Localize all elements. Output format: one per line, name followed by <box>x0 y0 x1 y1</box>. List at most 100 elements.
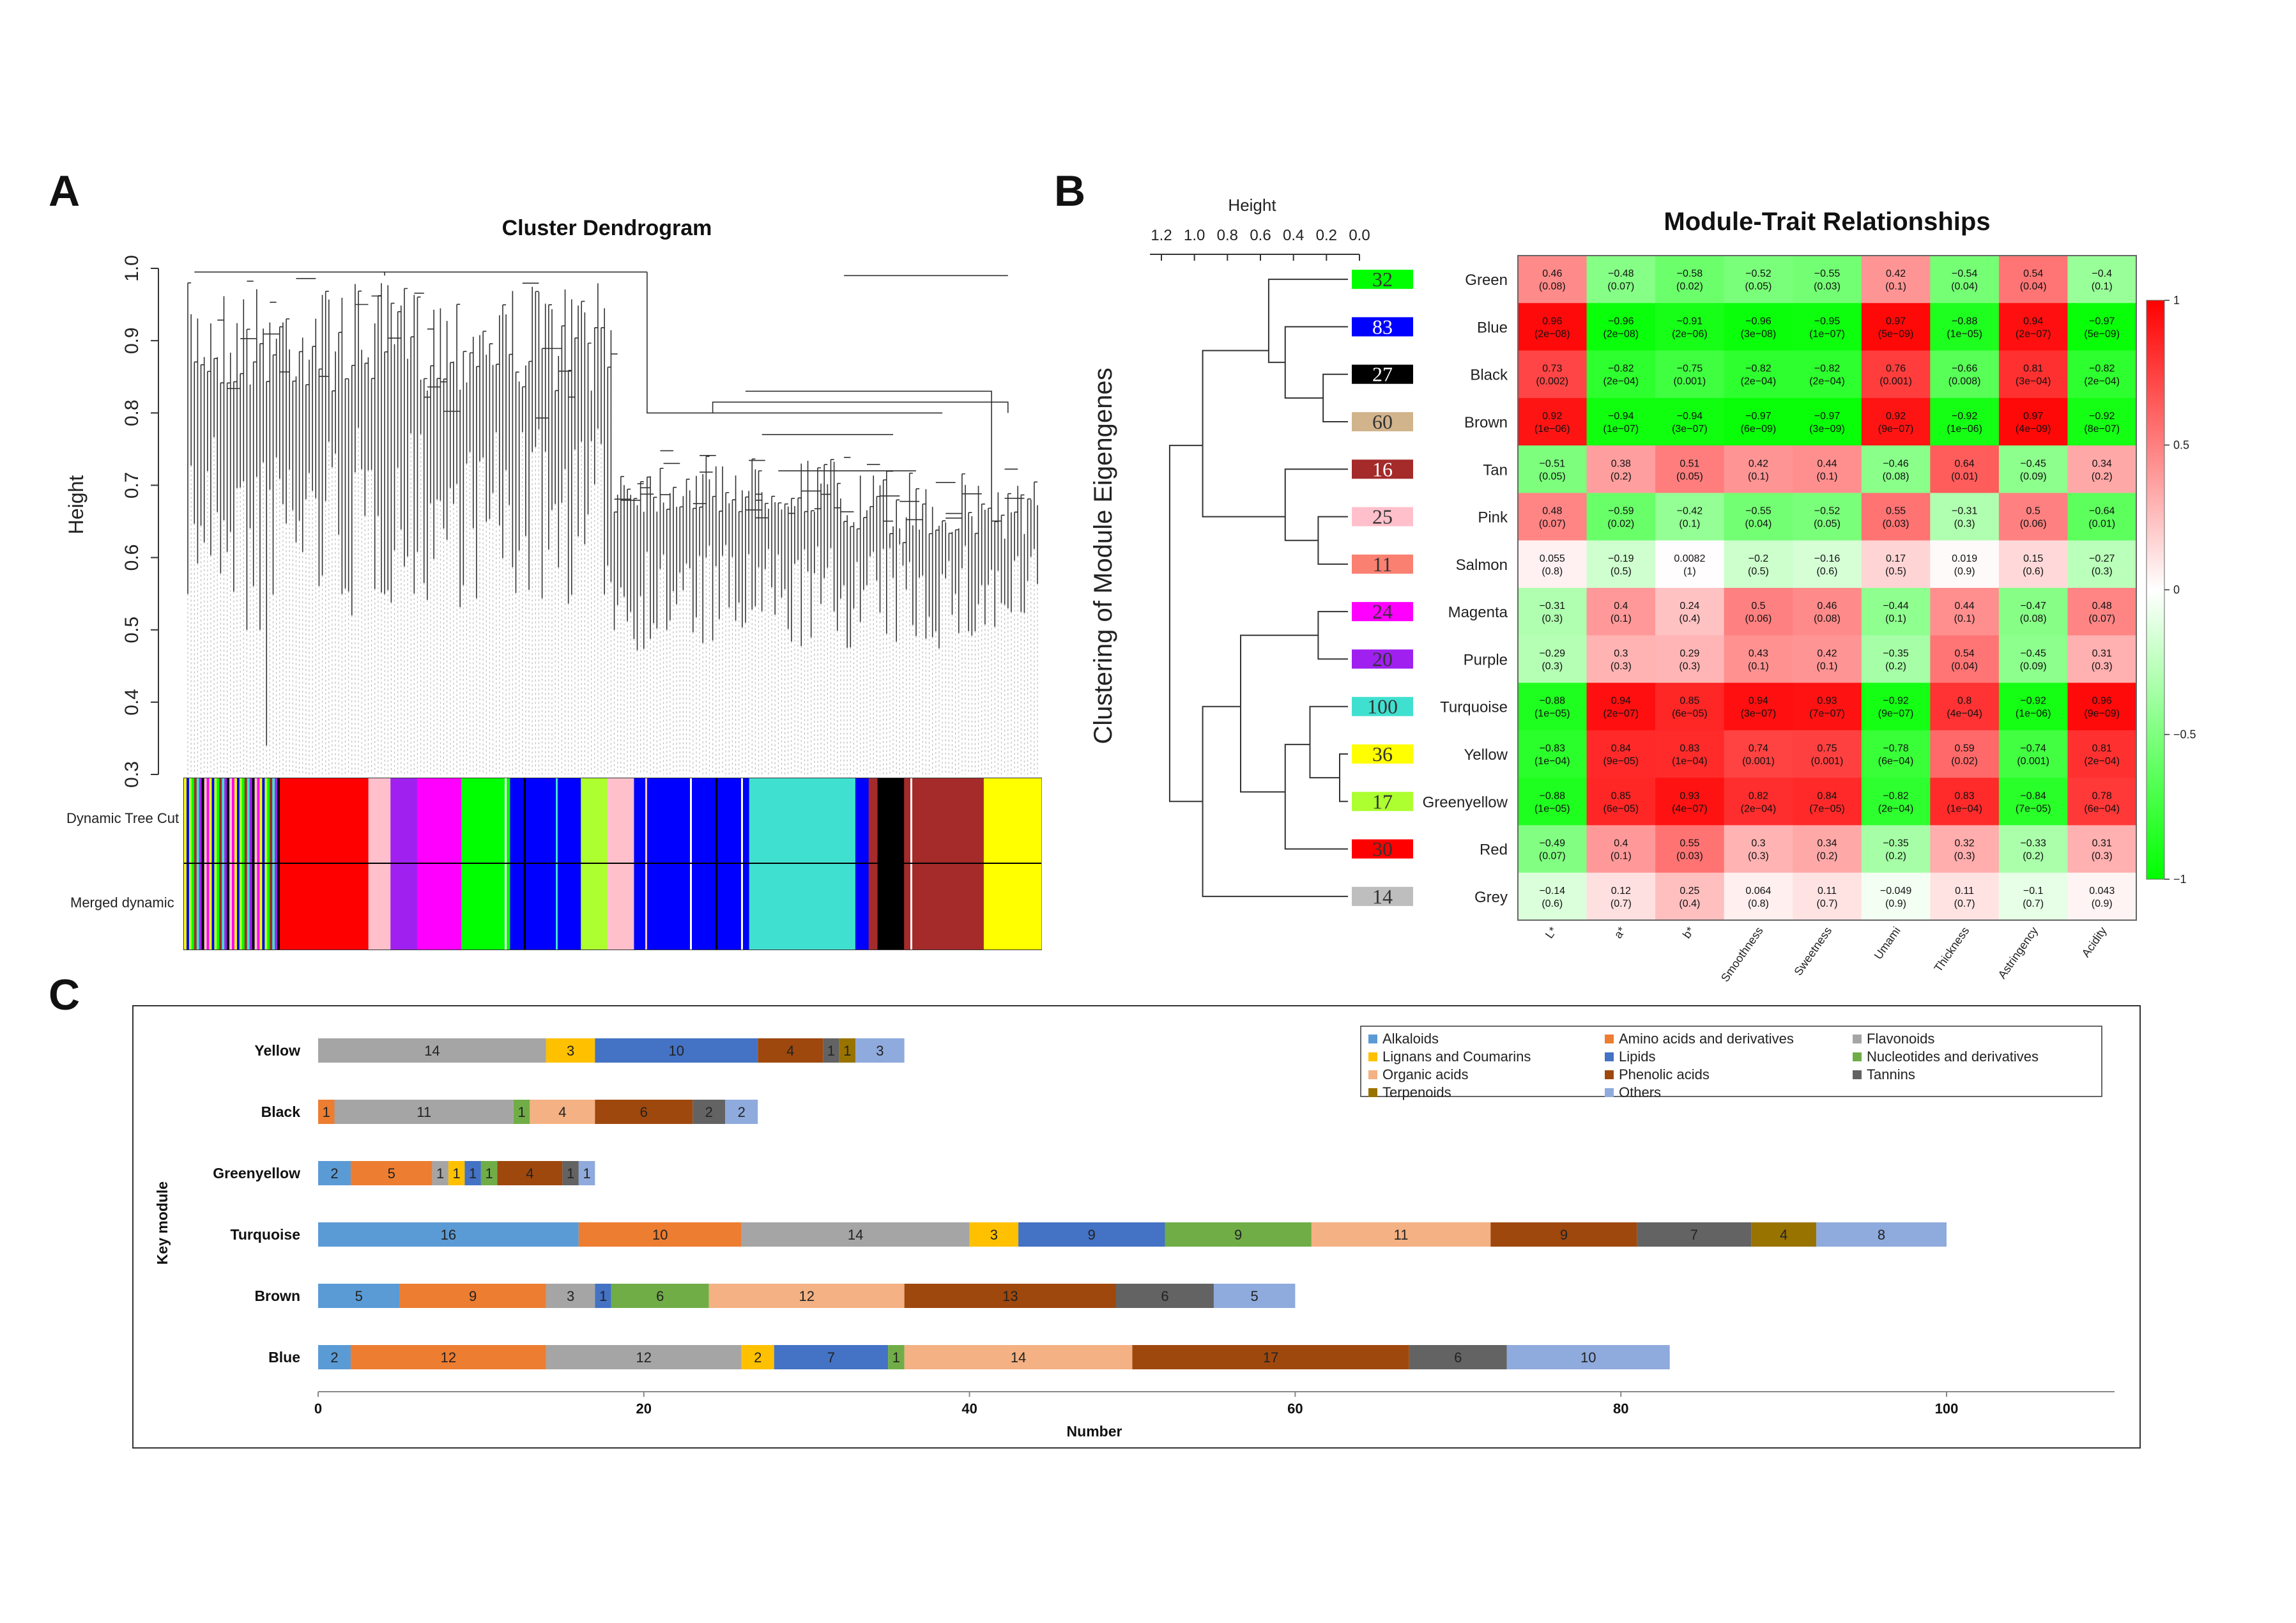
heatmap-cell <box>1655 778 1725 826</box>
heatmap-cell-p: (0.1) <box>1954 613 1975 624</box>
heatmap-cell-r: −0.91 <box>1677 316 1703 327</box>
heatmap-cell-r: −0.14 <box>1540 886 1566 896</box>
bar-segment <box>595 1100 693 1124</box>
legend-label: Terpenoids <box>1382 1084 1451 1100</box>
heatmap-cell <box>1930 635 2000 684</box>
bar-segment-label: 1 <box>583 1165 590 1181</box>
heatmap-cell <box>1930 682 2000 731</box>
heatmap-cell-r: 0.11 <box>1955 886 1974 896</box>
heatmap-cell-r: 0.043 <box>2089 886 2115 896</box>
heatmap-cell-p: (2e−04) <box>1741 803 1777 814</box>
bar-segment <box>497 1161 563 1185</box>
heatmap-cell-r: 0.59 <box>1955 743 1975 754</box>
module-dendrogram-branches <box>1168 279 1348 897</box>
heatmap-cell <box>1861 825 1931 873</box>
bar-segment <box>708 1284 905 1308</box>
bar-segment-label: 17 <box>1263 1350 1278 1365</box>
heatmap-cell <box>1586 350 1656 399</box>
module-swatch <box>1352 554 1413 574</box>
heatmap-cell-p: (0.1) <box>1679 519 1700 530</box>
colorbar-tick-label: −0.5 <box>2173 728 2196 741</box>
bar-category-label: Turquoise <box>231 1226 300 1243</box>
bar-segment-label: 12 <box>441 1350 456 1365</box>
bar-segment <box>1311 1222 1491 1247</box>
bar-segment-label: 13 <box>1002 1288 1018 1304</box>
heatmap-cell-r: −0.19 <box>1608 553 1634 564</box>
panel-a-letter: A <box>49 167 80 215</box>
heatmap-cell <box>1861 588 1931 636</box>
bar-segment-label: 16 <box>441 1227 456 1243</box>
heatmap-cell <box>1998 730 2068 778</box>
bar-segment-label: 4 <box>786 1043 794 1059</box>
heatmap-cell-r: 0.15 <box>2023 553 2043 564</box>
bar-legend <box>1360 1026 2102 1097</box>
heatmap-row-label: Tan <box>1483 461 1508 479</box>
heatmap-cell <box>1930 303 2000 351</box>
heatmap-cell-p: (0.3) <box>1954 519 1975 530</box>
heatmap-cell <box>2067 682 2137 731</box>
heatmap-row-label: Purple <box>1464 651 1508 668</box>
heatmap-cell-r: 0.064 <box>1745 886 1771 896</box>
heatmap-cell-r: −0.94 <box>1677 411 1703 422</box>
height-tick-label: 0.0 <box>1349 227 1370 244</box>
heatmap-cell-r: −0.96 <box>1608 316 1634 327</box>
heatmap-cell-p: (2e−04) <box>1809 376 1845 387</box>
height-tick-label: 1.0 <box>1184 227 1205 244</box>
bar-x-tick-label: 100 <box>1935 1401 1959 1417</box>
bar-segment <box>741 1345 774 1369</box>
heatmap-cell-p: (4e−04) <box>1947 709 1982 719</box>
heatmap-cell-p: (0.3) <box>2092 661 2113 672</box>
heatmap-cell-r: −0.47 <box>2020 601 2046 612</box>
module-swatch <box>1352 886 1413 906</box>
heatmap-cell <box>1998 825 2068 873</box>
legend-swatch <box>1853 1070 1862 1079</box>
bar-segment-label: 2 <box>738 1104 746 1120</box>
heatmap-cell <box>1861 778 1931 826</box>
heatmap-cell <box>1586 256 1656 304</box>
heatmap-cell-r: 0.46 <box>1817 601 1837 612</box>
legend-swatch <box>1368 1088 1377 1097</box>
bar-x-tick-label: 40 <box>961 1401 977 1417</box>
heatmap-cell <box>1518 778 1588 826</box>
heatmap-cell-p: (0.05) <box>1814 519 1841 530</box>
heatmap-cell-r: −0.48 <box>1608 268 1634 279</box>
heatmap-trait-label: a* <box>1611 925 1628 941</box>
heatmap-cell <box>1793 350 1862 399</box>
bar-segment <box>839 1038 856 1063</box>
heatmap-cell <box>1655 825 1725 873</box>
heatmap-cell <box>1930 493 2000 541</box>
heatmap-cell <box>1793 445 1862 493</box>
heatmap-row-label: Yellow <box>1464 746 1508 764</box>
module-count: 32 <box>1372 268 1393 291</box>
heatmap-cell-r: −0.82 <box>1814 364 1841 374</box>
heatmap-cell-p: (2e−07) <box>2016 328 2051 339</box>
heatmap-cell-r: 0.43 <box>1749 648 1768 659</box>
heatmap-cell-r: 0.92 <box>1886 411 1906 422</box>
heatmap-cell-p: (0.05) <box>1745 281 1772 292</box>
legend-swatch <box>1368 1052 1377 1061</box>
heatmap-cell-p: (6e−04) <box>2084 803 2120 814</box>
module-swatch <box>1352 412 1413 431</box>
heatmap-cell <box>1998 397 2068 446</box>
module-count: 17 <box>1372 790 1393 813</box>
heatmap-title: Module-Trait Relationships <box>1664 208 1990 236</box>
heatmap-row-labels: Green Blue Black Brown Tan Pink Salmon Magenta P… <box>1423 272 1508 906</box>
heatmap-cell-p: (0.6) <box>2023 566 2044 577</box>
heatmap-cell <box>1861 635 1931 684</box>
heatmap-cell-r: −0.75 <box>1677 364 1703 374</box>
heatmap-cell <box>1655 635 1725 684</box>
heatmap-cell-p: (0.2) <box>1885 851 1906 862</box>
module-count: 20 <box>1372 647 1393 670</box>
heatmap-cell-r: 0.019 <box>1952 553 1977 564</box>
legend-label: Tannins <box>1867 1066 1915 1082</box>
module-swatch <box>1352 839 1413 859</box>
heatmap-cell-r: 0.42 <box>1749 458 1768 469</box>
heatmap-cell-p: (0.8) <box>1748 898 1769 909</box>
bar-segment-label: 3 <box>876 1043 884 1059</box>
heatmap-cell-p: (6e−05) <box>1603 803 1639 814</box>
colorbar-tick-label: 0.5 <box>2173 439 2189 452</box>
module-count: 83 <box>1372 315 1393 338</box>
heatmap-cell-p: (7e−05) <box>1809 803 1845 814</box>
heatmap-cell-r: −0.92 <box>1952 411 1978 422</box>
bar-segment <box>969 1222 1019 1247</box>
